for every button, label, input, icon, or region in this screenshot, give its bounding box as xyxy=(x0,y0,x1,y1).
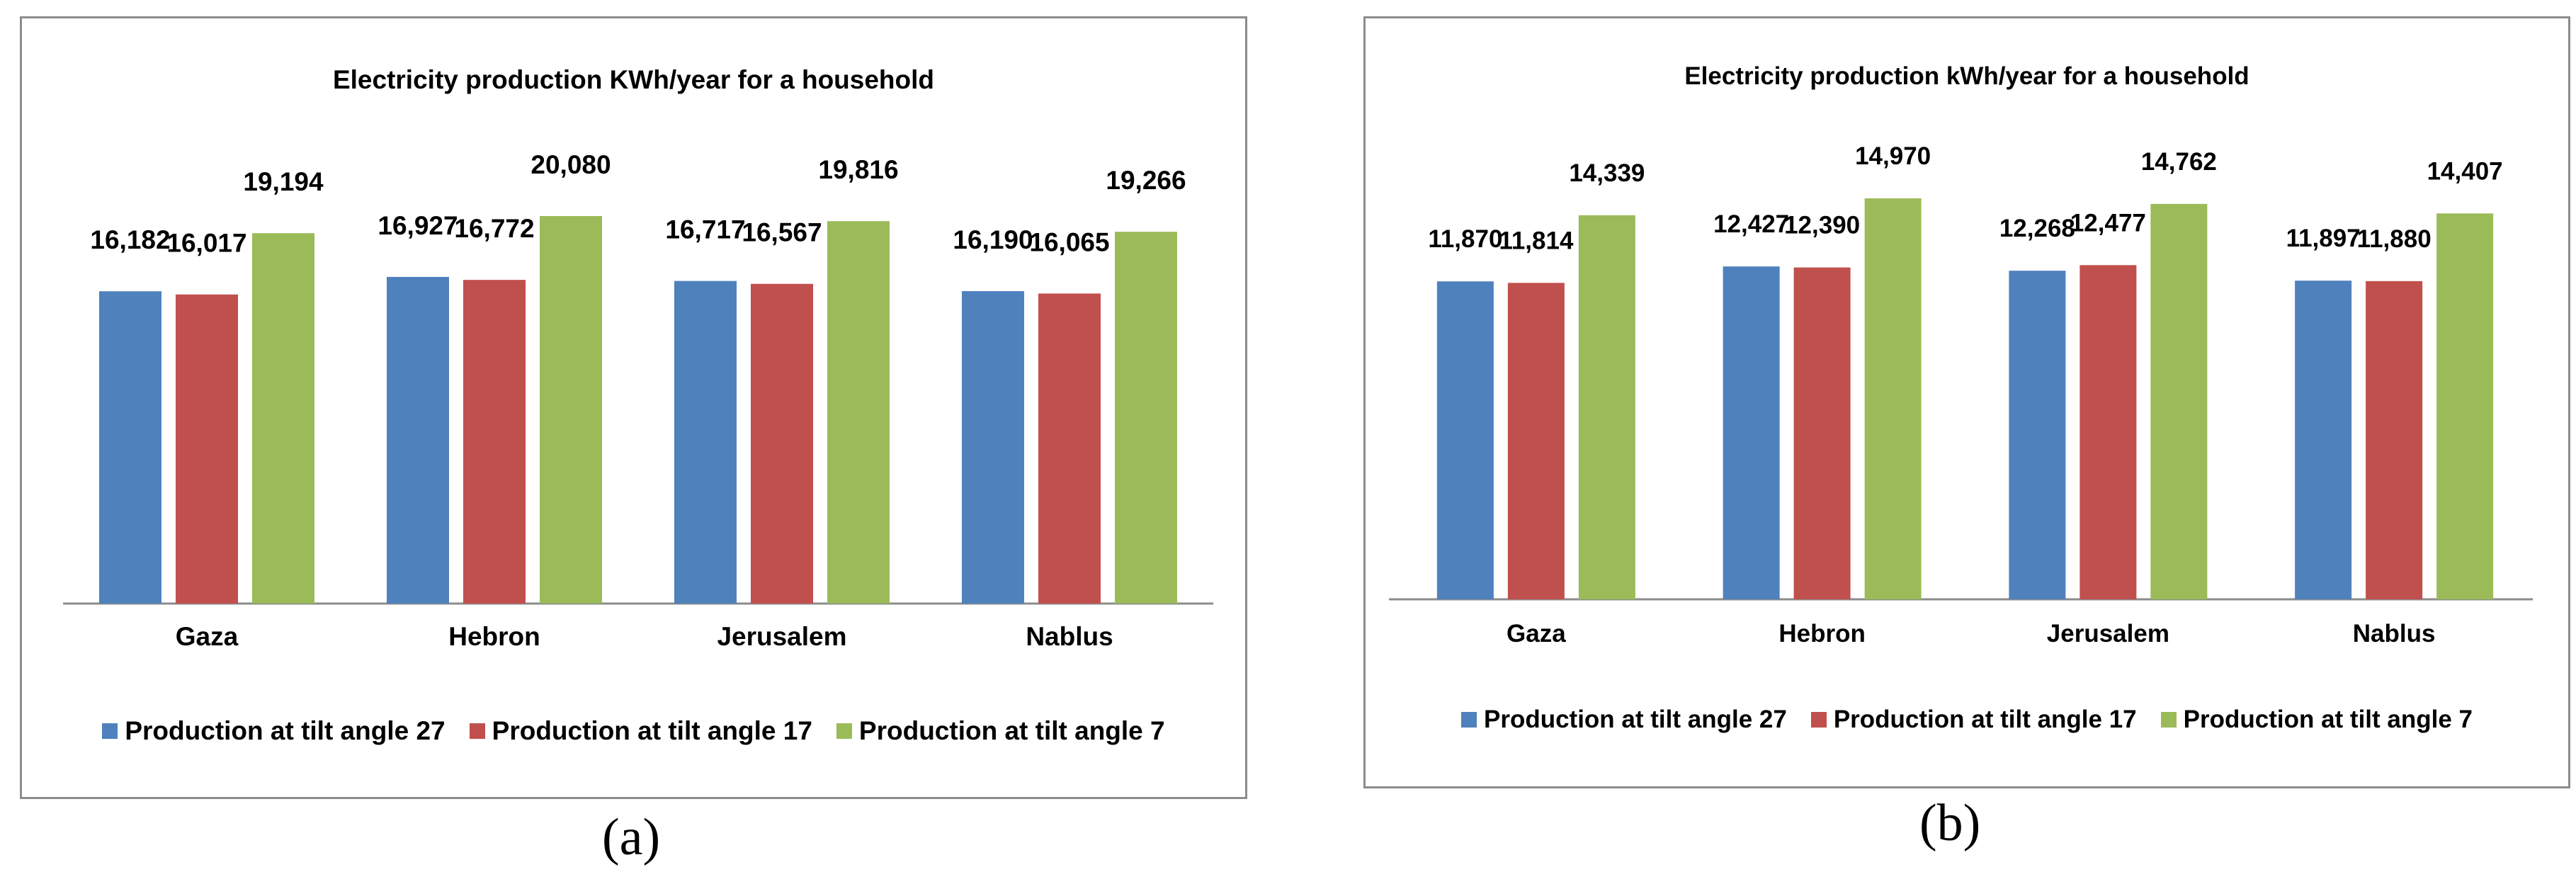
legend-label: Production at tilt angle 17 xyxy=(492,716,812,745)
legend-item-tilt-7: Production at tilt angle 7 xyxy=(836,716,1165,746)
bar xyxy=(674,281,737,604)
legend-item-tilt-17: Production at tilt angle 17 xyxy=(1810,706,2137,734)
bar xyxy=(2009,271,2066,599)
bar xyxy=(1115,232,1177,604)
bar xyxy=(2079,265,2137,599)
data-label: 12,390 xyxy=(1784,212,1860,239)
legend-item-tilt-17: Production at tilt angle 17 xyxy=(469,716,812,746)
data-label: 16,772 xyxy=(454,214,534,243)
bar xyxy=(2150,203,2208,599)
bar xyxy=(1864,198,1922,599)
legend-swatch-green xyxy=(2160,712,2177,728)
data-label: 11,870 xyxy=(1428,225,1502,253)
bar xyxy=(1436,281,1494,599)
data-label: 14,407 xyxy=(2427,157,2503,185)
legend-swatch-red xyxy=(1810,712,1827,728)
bar xyxy=(1723,266,1780,599)
bar xyxy=(1578,215,1635,600)
legend-swatch-blue xyxy=(102,723,118,739)
data-label: 14,762 xyxy=(2141,148,2217,176)
legend-swatch-green xyxy=(836,723,852,739)
data-label: 16,017 xyxy=(166,229,246,258)
bar xyxy=(827,221,890,604)
legend-label: Production at tilt angle 7 xyxy=(858,716,1165,745)
bar xyxy=(1038,293,1101,604)
data-label: 14,339 xyxy=(1569,159,1645,187)
panel-label-a: (a) xyxy=(602,808,661,866)
data-label: 16,190 xyxy=(953,225,1033,254)
legend-item-tilt-27: Production at tilt angle 27 xyxy=(1460,706,1787,734)
bar xyxy=(463,280,526,604)
bar xyxy=(2436,213,2494,599)
legend-swatch-red xyxy=(469,723,485,739)
chart-panel-a: Electricity production KWh/year for a ho… xyxy=(20,16,1247,799)
data-label: 20,080 xyxy=(530,150,611,179)
bar xyxy=(252,233,314,604)
data-label: 16,567 xyxy=(742,218,822,247)
legend-item-tilt-7: Production at tilt angle 7 xyxy=(2160,706,2473,734)
bar xyxy=(751,283,813,604)
chart-legend: Production at tilt angle 27 Production a… xyxy=(22,716,1245,746)
x-tick-label: Gaza xyxy=(1507,620,1566,647)
panel-label-b: (b) xyxy=(1919,794,1981,852)
chart-title: Electricity production kWh/year for a ho… xyxy=(1684,62,2249,90)
data-label: 16,182 xyxy=(90,225,170,254)
bar xyxy=(540,216,602,604)
legend-label: Production at tilt angle 7 xyxy=(2183,706,2473,733)
data-label: 11,897 xyxy=(2286,225,2361,252)
x-tick-label: Nablus xyxy=(2353,620,2436,647)
bar xyxy=(1793,267,1851,599)
x-tick-label: Nablus xyxy=(1026,622,1113,651)
data-label: 14,970 xyxy=(1855,142,1931,170)
data-label: 12,477 xyxy=(2070,209,2146,237)
x-tick-label: Hebron xyxy=(1778,620,1866,647)
data-label: 19,266 xyxy=(1106,166,1186,195)
data-label: 16,717 xyxy=(665,215,745,244)
x-tick-label: Jerusalem xyxy=(717,622,846,651)
legend-item-tilt-27: Production at tilt angle 27 xyxy=(102,716,446,746)
chart-legend: Production at tilt angle 27 Production a… xyxy=(1366,706,2568,734)
data-label: 12,427 xyxy=(1713,210,1789,238)
data-label: 12,268 xyxy=(1999,215,2075,242)
legend-label: Production at tilt angle 27 xyxy=(1483,706,1787,733)
x-tick-label: Hebron xyxy=(448,622,540,651)
chart-title: Electricity production KWh/year for a ho… xyxy=(332,65,935,94)
data-label: 11,814 xyxy=(1499,227,1574,254)
bar xyxy=(99,291,161,604)
data-label: 16,927 xyxy=(378,211,458,240)
chart-panel-b: Electricity production kWh/year for a ho… xyxy=(1363,16,2570,788)
data-label: 16,065 xyxy=(1029,227,1109,256)
bar xyxy=(176,294,238,604)
x-tick-label: Gaza xyxy=(176,622,239,651)
bar xyxy=(387,276,449,604)
x-tick-label: Jerusalem xyxy=(2047,620,2169,647)
legend-label: Production at tilt angle 17 xyxy=(1833,706,2137,733)
bar xyxy=(2366,281,2423,599)
legend-label: Production at tilt angle 27 xyxy=(125,716,446,745)
bar xyxy=(962,290,1024,604)
data-label: 11,880 xyxy=(2357,225,2432,253)
bar xyxy=(2295,281,2352,599)
data-label: 19,816 xyxy=(818,155,898,184)
legend-swatch-blue xyxy=(1460,712,1477,728)
data-label: 19,194 xyxy=(243,167,324,196)
bar xyxy=(1507,283,1565,599)
